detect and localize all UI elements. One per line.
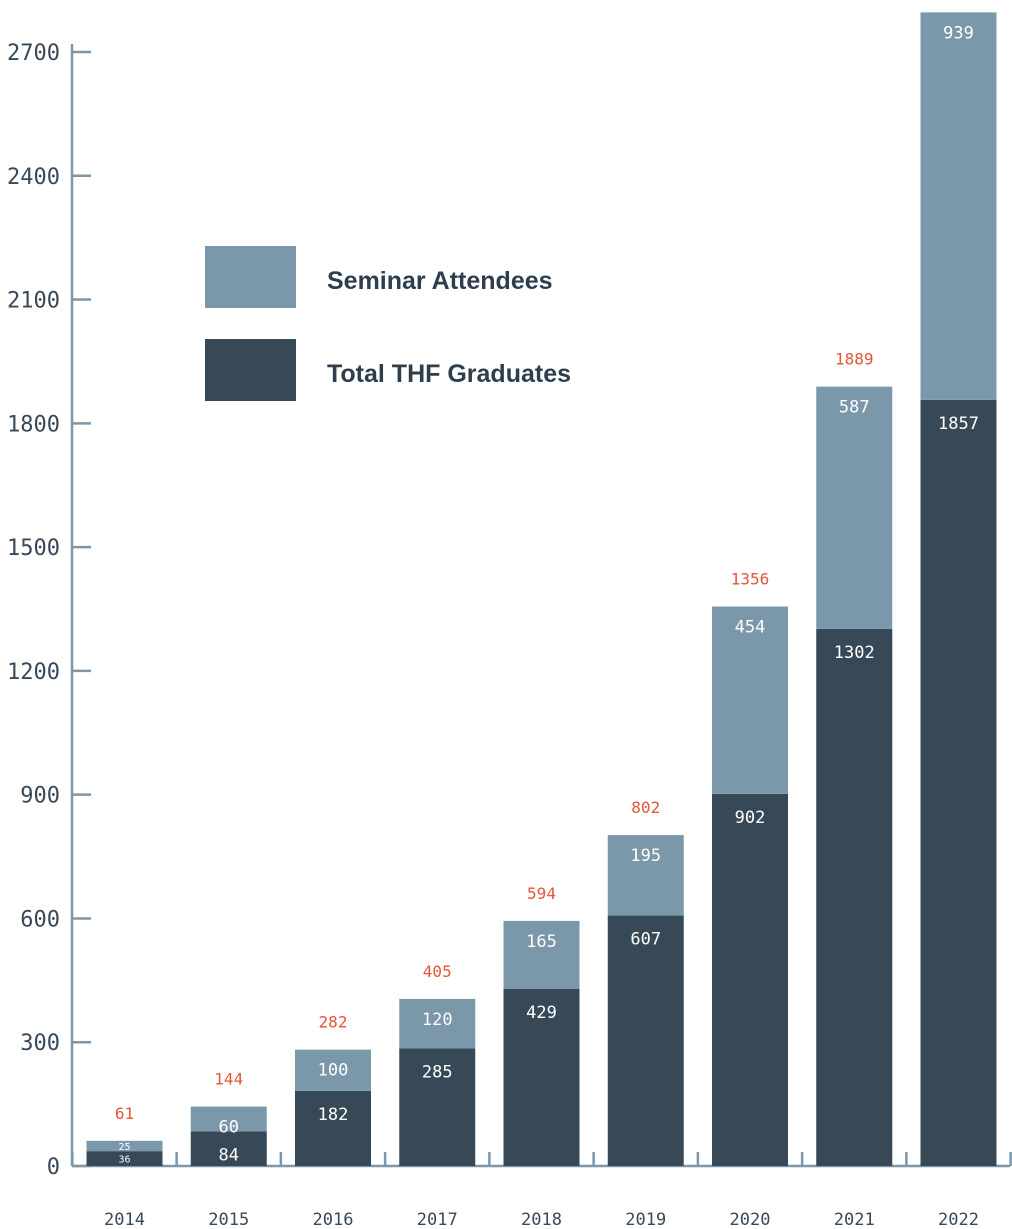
- bar-seminar-attendees: [920, 12, 997, 400]
- x-tick-label: 2018: [521, 1210, 562, 1229]
- bar-total-thf-graduates: [503, 988, 580, 1166]
- bar-seminar-attendees: [816, 386, 893, 629]
- bar-seminar-attendees: [399, 998, 476, 1049]
- bar-seminar-attendees: [503, 920, 580, 989]
- data-label-seminar-attendees: 120: [422, 1010, 453, 1030]
- data-label-seminar-attendees: 165: [526, 932, 557, 952]
- data-label-total-thf-graduates: 84: [219, 1145, 239, 1165]
- data-label-total: 144: [214, 1070, 243, 1089]
- x-tick-label: 2019: [625, 1210, 666, 1229]
- bars: 36 25 61 84 60 144 182 100 282 285 120 405 429 165 594…: [86, 12, 997, 1166]
- bar-total-thf-graduates: [295, 1090, 371, 1166]
- x-tick-label: 2017: [417, 1210, 458, 1229]
- data-label-total-thf-graduates: 285: [422, 1062, 453, 1082]
- bar-seminar-attendees: [607, 835, 684, 916]
- bar-total-thf-graduates: [920, 399, 997, 1166]
- bar-seminar-attendees: [712, 606, 788, 794]
- bar-total-thf-graduates: [816, 628, 893, 1166]
- y-tick-label: 0: [47, 1155, 60, 1180]
- y-axis: 0 300 600 900 1200 1500 1800 2100 2400 2700: [7, 41, 91, 1180]
- data-label-total: 802: [631, 798, 660, 817]
- data-label-seminar-attendees: 454: [735, 618, 766, 638]
- y-tick-label: 1500: [7, 536, 60, 561]
- y-tick-label: 1800: [7, 412, 60, 437]
- legend-swatch-total-thf-graduates: [205, 339, 296, 401]
- data-label-total-thf-graduates: 1302: [834, 643, 875, 663]
- data-label-seminar-attendees: 60: [219, 1118, 239, 1138]
- data-label-total-thf-graduates: 36: [118, 1155, 130, 1166]
- data-label-total-thf-graduates: 1857: [938, 414, 979, 434]
- data-label-total-thf-graduates: 902: [735, 808, 766, 828]
- data-label-total: 594: [527, 884, 556, 903]
- legend-label-seminar-attendees: Seminar Attendees: [327, 267, 553, 295]
- legend: Seminar Attendees Total THF Graduates: [205, 246, 571, 401]
- y-tick-label: 2400: [7, 165, 60, 190]
- data-label-total: 61: [115, 1104, 134, 1123]
- x-tick-label: 2016: [313, 1210, 354, 1229]
- y-tick-label: 900: [20, 784, 60, 809]
- x-tick-label: 2020: [730, 1210, 771, 1229]
- bar-seminar-attendees: [295, 1049, 371, 1091]
- x-tick-label: 2014: [104, 1210, 145, 1229]
- data-label-seminar-attendees: 939: [943, 23, 974, 43]
- data-label-total: 1356: [731, 570, 770, 589]
- data-label-seminar-attendees: 587: [839, 398, 870, 418]
- data-label-seminar-attendees: 25: [118, 1142, 130, 1153]
- legend-label-total-thf-graduates: Total THF Graduates: [327, 360, 571, 388]
- y-tick-label: 1200: [7, 660, 60, 685]
- data-label-total: 282: [319, 1013, 348, 1032]
- data-label-total: 405: [423, 962, 452, 981]
- bar-total-thf-graduates: [190, 1131, 267, 1166]
- x-tick-label: 2015: [208, 1210, 249, 1229]
- legend-swatch-seminar-attendees: [205, 246, 296, 308]
- x-tick-label: 2022: [938, 1210, 979, 1229]
- data-label-total-thf-graduates: 429: [526, 1003, 557, 1023]
- bar-total-thf-graduates: [399, 1048, 476, 1166]
- data-label-seminar-attendees: 100: [318, 1061, 349, 1081]
- y-tick-label: 2700: [7, 41, 60, 66]
- data-label-total-thf-graduates: 607: [630, 930, 661, 950]
- data-label-seminar-attendees: 195: [630, 846, 661, 866]
- y-tick-label: 600: [20, 907, 60, 932]
- bar-total-thf-graduates: [607, 915, 684, 1166]
- x-tick-label: 2021: [834, 1210, 875, 1229]
- bar-total-thf-graduates: [86, 1151, 163, 1166]
- y-tick-label: 2100: [7, 289, 60, 314]
- data-label-total: 1889: [835, 350, 874, 369]
- data-label-total-thf-graduates: 182: [318, 1105, 349, 1125]
- bar-seminar-attendees: [190, 1106, 267, 1132]
- bar-seminar-attendees: [86, 1140, 163, 1152]
- y-tick-label: 300: [20, 1031, 60, 1056]
- bar-total-thf-graduates: [712, 793, 788, 1166]
